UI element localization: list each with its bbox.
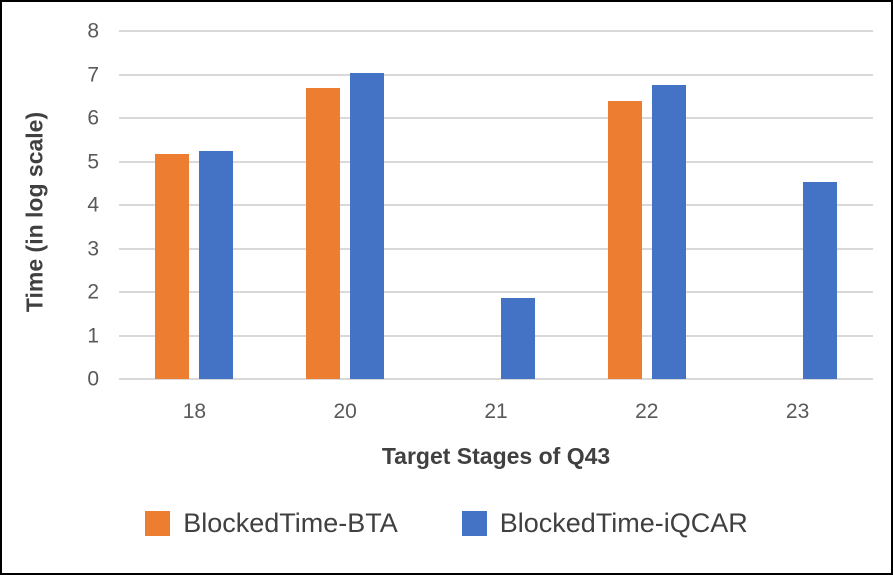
legend-item-BlockedTime-iQCAR: BlockedTime-iQCAR bbox=[461, 508, 748, 539]
y-tick-label: 3 bbox=[87, 237, 99, 260]
x-tick-label: 20 bbox=[333, 400, 357, 423]
gridline bbox=[119, 247, 873, 250]
plot-area bbox=[119, 30, 873, 380]
legend-label: BlockedTime-BTA bbox=[183, 508, 398, 538]
legend: BlockedTime-BTA BlockedTime-iQCAR bbox=[2, 508, 891, 539]
bar-BlockedTime-iQCAR-23 bbox=[802, 181, 837, 379]
x-tick-label: 22 bbox=[635, 400, 659, 423]
gridline bbox=[119, 117, 873, 119]
gridline bbox=[119, 160, 873, 163]
bar-BlockedTime-BTA-18 bbox=[155, 154, 190, 379]
y-tick-label: 6 bbox=[87, 106, 99, 130]
gridline bbox=[119, 204, 873, 206]
y-tick-label: 0 bbox=[87, 367, 99, 391]
bar-BlockedTime-iQCAR-21 bbox=[501, 298, 535, 379]
legend-item-BlockedTime-BTA: BlockedTime-BTA bbox=[145, 508, 398, 539]
gridline bbox=[119, 30, 873, 32]
x-axis-title: Target Stages of Q43 bbox=[381, 443, 611, 469]
legend-label: BlockedTime-iQCAR bbox=[499, 508, 748, 538]
bar-BlockedTime-BTA-22 bbox=[607, 100, 642, 379]
legend-swatch-icon bbox=[145, 511, 171, 536]
gridline bbox=[119, 73, 873, 76]
gridline bbox=[119, 291, 873, 293]
bar-BlockedTime-iQCAR-22 bbox=[651, 84, 686, 379]
gridline bbox=[119, 334, 873, 337]
x-tick-label: 18 bbox=[182, 400, 207, 423]
x-tick-label: 21 bbox=[484, 400, 508, 423]
y-tick-label: 2 bbox=[87, 280, 99, 304]
legend-swatch-icon bbox=[461, 511, 487, 536]
x-tick-label: 23 bbox=[785, 400, 810, 423]
y-tick-label: 8 bbox=[87, 19, 99, 43]
bar-BlockedTime-BTA-20 bbox=[306, 87, 341, 379]
y-tick-label: 4 bbox=[87, 193, 99, 217]
gridline bbox=[119, 378, 873, 380]
y-tick-label: 1 bbox=[87, 324, 99, 347]
y-tick-label: 7 bbox=[87, 63, 99, 86]
bar-BlockedTime-iQCAR-20 bbox=[350, 73, 385, 379]
y-tick-label: 5 bbox=[87, 150, 99, 173]
bar-BlockedTime-iQCAR-18 bbox=[199, 151, 234, 379]
